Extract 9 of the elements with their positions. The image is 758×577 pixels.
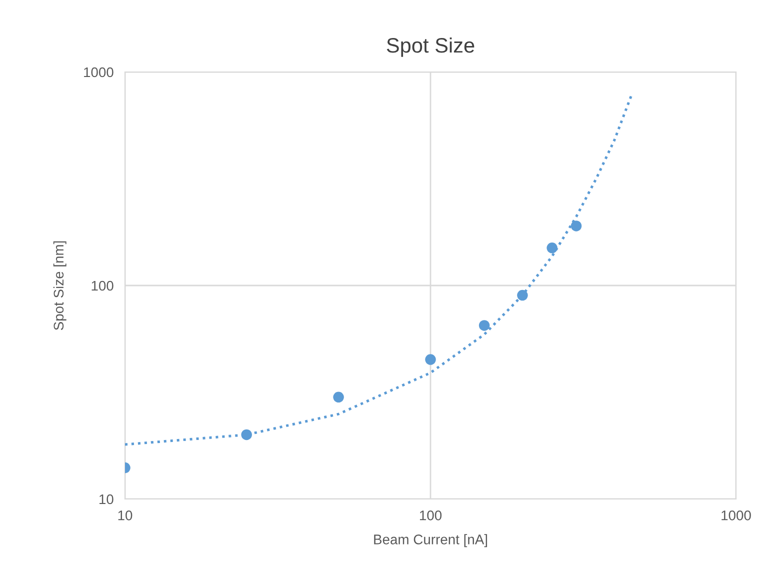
- y-tick-label: 1000: [84, 67, 114, 78]
- y-axis-title: Spot Size [nm]: [53, 241, 66, 330]
- x-tick-label: 10: [118, 510, 132, 520]
- x-axis-title: Beam Current [nA]: [374, 534, 488, 548]
- chart-title: Spot Size: [386, 37, 474, 57]
- y-tick-label: 10: [100, 494, 114, 504]
- x-tick-label: 1000: [722, 510, 751, 520]
- x-tick-label: 100: [420, 510, 442, 520]
- y-tick-label: 100: [92, 280, 114, 291]
